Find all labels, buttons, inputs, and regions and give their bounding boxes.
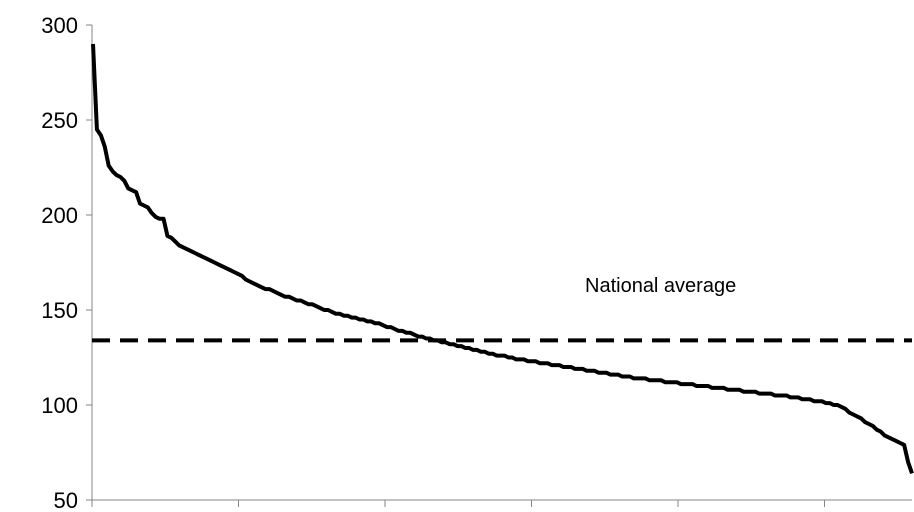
- y-tick-label: 150: [41, 298, 78, 323]
- y-tick-label: 100: [41, 393, 78, 418]
- series-layer: [91, 43, 914, 475]
- y-tick-label: 300: [41, 13, 78, 38]
- y-tick-label: 50: [54, 488, 78, 512]
- annotation-national-average: National average: [585, 275, 736, 297]
- y-tick-labels: 50 100 150 200 250 300: [41, 13, 78, 512]
- y-tick-label: 250: [41, 108, 78, 133]
- series-main-line: [91, 43, 914, 475]
- axes: [86, 24, 912, 507]
- y-tick-label: 200: [41, 203, 78, 228]
